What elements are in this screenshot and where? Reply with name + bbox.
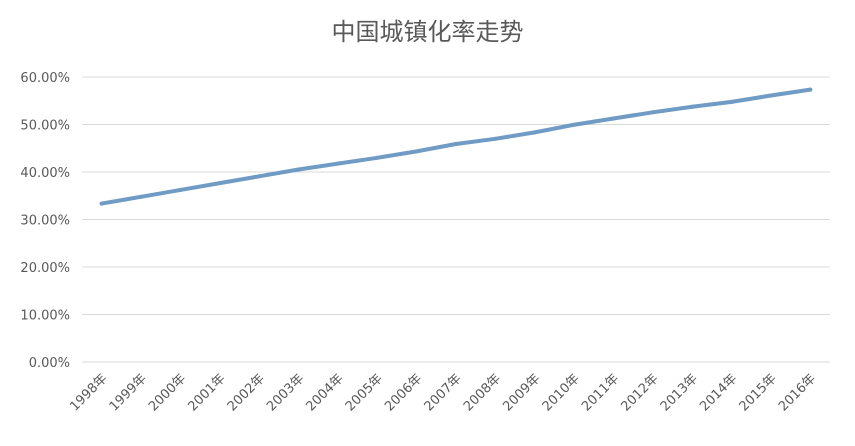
x-tick-label: 2010年 xyxy=(540,371,583,414)
data-point xyxy=(532,130,537,135)
x-tick-label: 2016年 xyxy=(776,371,819,414)
data-point xyxy=(414,149,419,154)
x-axis-ticks: 1998年1999年2000年2001年2002年2003年2004年2005年… xyxy=(67,371,819,414)
data-point xyxy=(454,142,458,147)
y-tick-label: 60.00% xyxy=(20,71,70,86)
x-tick-label: 2014年 xyxy=(697,371,740,414)
data-point xyxy=(808,87,813,92)
data-point xyxy=(611,116,616,121)
grid-lines xyxy=(82,76,830,363)
data-point xyxy=(729,99,734,104)
x-tick-label: 2001年 xyxy=(185,371,228,414)
y-tick-label: 0.00% xyxy=(29,356,70,371)
series-line xyxy=(99,87,813,206)
x-tick-label: 2006年 xyxy=(382,371,425,414)
y-tick-label: 30.00% xyxy=(20,214,70,229)
data-point xyxy=(139,194,144,199)
x-tick-label: 2007年 xyxy=(422,371,465,414)
x-tick-label: 1998年 xyxy=(67,371,110,414)
x-tick-label: 2003年 xyxy=(264,371,307,414)
data-point xyxy=(335,161,340,166)
data-point xyxy=(375,155,380,160)
x-tick-label: 2009年 xyxy=(500,371,543,414)
data-point xyxy=(493,136,498,141)
x-tick-label: 2011年 xyxy=(579,371,622,414)
x-tick-label: 2005年 xyxy=(343,371,386,414)
data-point xyxy=(690,104,695,109)
x-tick-label: 2012年 xyxy=(618,371,661,414)
data-point xyxy=(178,187,183,192)
y-axis-ticks: 0.00% 10.00% 20.00% 30.00% 40.00% 50.00% 60.00… xyxy=(20,71,70,371)
data-point xyxy=(650,110,655,115)
data-point xyxy=(296,167,301,172)
x-tick-label: 2013年 xyxy=(658,371,701,414)
data-point xyxy=(99,201,104,206)
x-tick-label: 2008年 xyxy=(461,371,504,414)
y-tick-label: 10.00% xyxy=(20,309,70,324)
x-tick-label: 2002年 xyxy=(225,371,268,414)
x-tick-label: 2015年 xyxy=(737,371,780,414)
y-tick-label: 20.00% xyxy=(20,261,70,276)
data-point xyxy=(217,181,222,186)
x-tick-label: 2004年 xyxy=(304,371,347,414)
data-point xyxy=(257,174,262,179)
data-point xyxy=(572,122,577,127)
chart-title: 中国城镇化率走势 xyxy=(331,18,524,46)
x-tick-label: 1999年 xyxy=(107,371,150,414)
data-point xyxy=(768,93,773,98)
y-tick-label: 40.00% xyxy=(20,166,70,181)
y-tick-label: 50.00% xyxy=(20,119,70,134)
series-layer xyxy=(99,87,813,206)
x-tick-label: 2000年 xyxy=(146,371,189,414)
